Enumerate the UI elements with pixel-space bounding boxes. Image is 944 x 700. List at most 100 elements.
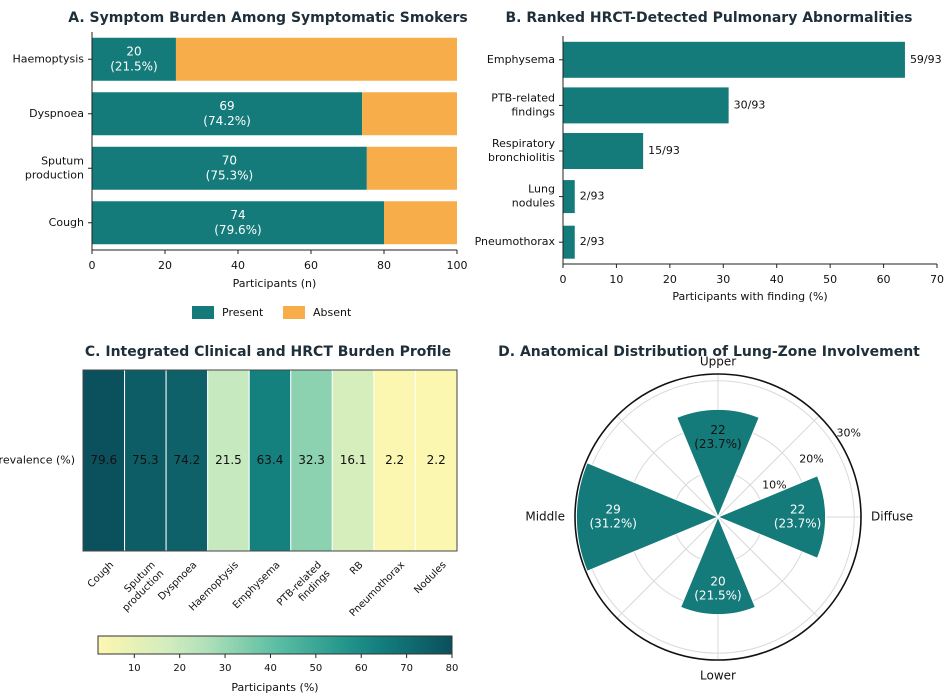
row-label: Prevalence (%) [0,454,75,467]
wedge-label: 22 [710,423,725,437]
data-label: 69 [219,99,234,113]
data-label: 70 [222,153,237,167]
cell-value: 16.1 [340,453,367,467]
category-label: Cough [49,216,84,229]
panel-c: C. Integrated Clinical and HRCT Burden P… [0,344,458,694]
bar-absent-haemoptysis [175,37,457,81]
polar-outer-ring [574,373,862,661]
polar-category-label: Diffuse [871,510,913,524]
data-label: (75.3%) [206,168,253,182]
heatmap-cell-cough [82,369,126,552]
colorbar-tick-label: 70 [400,663,413,674]
wedge-label: (31.2%) [589,517,636,531]
x-tick-label: 40 [231,259,245,272]
column-label: Nodules [412,560,448,596]
x-tick-label: 60 [304,259,318,272]
polar-spoke [616,415,719,518]
heatmap-cell-haemoptysis [207,369,250,552]
heatmap-cell-emphysema [248,369,292,552]
column-label-text: RB [348,560,366,578]
legend-label: Present [222,306,264,319]
x-tick-label: 70 [930,273,944,286]
cell-value: 79.6 [90,453,117,467]
column-label: Dyspnoea [156,560,199,603]
colorbar [97,635,453,655]
category-label: Haemoptysis [12,52,84,65]
bar-ptb-related-findings [563,87,729,124]
column-label: RB [348,560,366,578]
bar-present-sputum-production [92,146,367,190]
category-label: Respiratory [492,137,556,150]
cell-value: 2.2 [427,453,446,467]
bar-respiratory-bronchiolitis [563,133,644,169]
heatmap-cell-nodules [414,369,458,552]
x-axis-label: Participants (n) [233,277,317,290]
panel-a: A. Symptom Burden Among Symptomatic Smok… [12,10,468,319]
column-label-text: Dyspnoea [156,560,199,603]
category-label: nodules [512,197,555,210]
data-label: (21.5%) [110,59,157,73]
x-tick-label: 20 [663,273,677,286]
panel-d: D. Anatomical Distribution of Lung-Zone … [498,344,920,683]
x-tick-label: 10 [609,273,623,286]
category-label: production [25,168,84,181]
category-label: bronchiolitis [488,151,555,164]
cell-value: 63.4 [257,453,284,467]
bar-present-dyspnoea [92,92,363,136]
x-tick-label: 0 [560,273,567,286]
ring-label: 10% [762,479,786,492]
cell-value: 21.5 [215,453,242,467]
ring-label: 20% [799,452,823,465]
heatmap-cell-dyspnoea [165,369,209,552]
polar-spoke [717,415,820,518]
bar-present-cough [92,201,384,245]
wedge-diffuse [716,475,827,559]
category-label: Pneumothorax [475,235,556,248]
data-label: 2/93 [580,190,605,203]
category-label: Sputum [41,154,84,167]
colorbar-tick-label: 60 [355,663,368,674]
data-label: 2/93 [580,235,605,248]
x-tick-label: 20 [158,259,172,272]
panel-d-title: D. Anatomical Distribution of Lung-Zone … [498,344,920,360]
colorbar-tick-label: 30 [219,663,232,674]
panel-c-title: C. Integrated Clinical and HRCT Burden P… [85,344,451,360]
bar-absent-dyspnoea [362,92,457,136]
wedge-lower [679,515,757,616]
cell-value: 2.2 [385,453,404,467]
legend-swatch [283,306,305,319]
wedge-middle [575,462,720,572]
bar-pneumothorax [563,225,575,259]
x-axis-label: Participants with finding (%) [672,290,827,303]
panel-b: B. Ranked HRCT-Detected Pulmonary Abnorm… [475,10,944,303]
wedge-label: (21.5%) [694,589,741,603]
polar-category-label: Upper [700,355,736,369]
wedge-label: 22 [790,503,805,517]
polar-spoke [717,516,820,619]
wedge-label: (23.7%) [774,517,821,531]
data-label: 30/93 [734,98,766,111]
column-label-text: Nodules [412,560,448,596]
polar-category-label: Middle [525,510,565,524]
colorbar-tick-label: 10 [128,663,141,674]
colorbar-tick-label: 40 [264,663,277,674]
bar-lung-nodules [563,180,575,214]
data-label: (74.2%) [203,114,250,128]
data-label: 59/93 [910,53,942,66]
ring-label: 30% [836,426,860,439]
x-tick-label: 50 [823,273,837,286]
colorbar-label: Participants (%) [231,681,318,694]
data-label: 15/93 [648,144,680,157]
colorbar-tick-label: 20 [173,663,186,674]
x-tick-label: 0 [89,259,96,272]
data-label: 74 [230,208,245,222]
colorbar-tick-label: 50 [309,663,322,674]
bar-emphysema [563,41,905,78]
polar-category-label: Lower [700,669,736,683]
x-tick-label: 60 [877,273,891,286]
x-tick-label: 40 [770,273,784,286]
heatmap-cell-pneumothorax [373,369,416,552]
legend-label: Absent [313,306,352,319]
